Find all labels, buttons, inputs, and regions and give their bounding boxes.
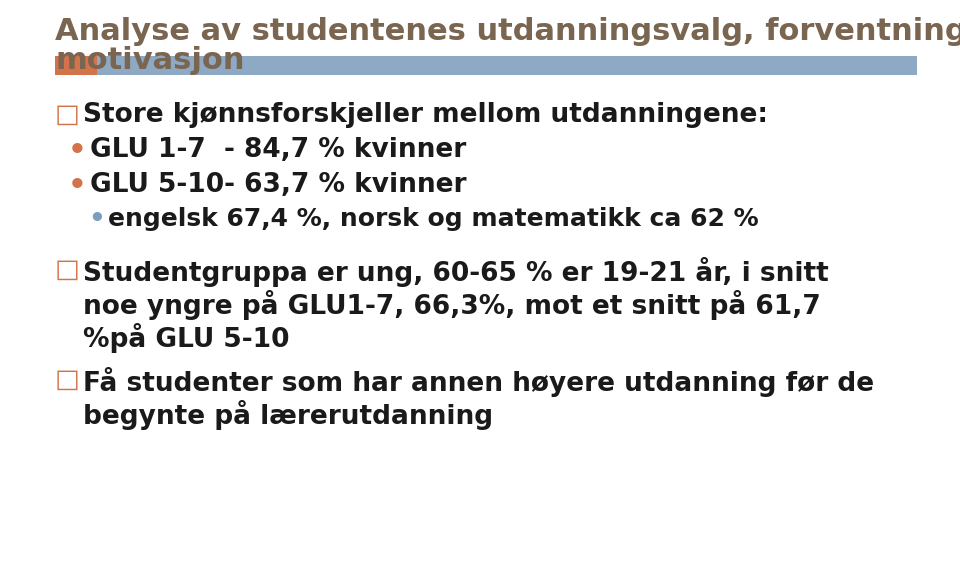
Text: noe yngre på GLU1-7, 66,3%, mot et snitt på 61,7: noe yngre på GLU1-7, 66,3%, mot et snitt… — [83, 290, 821, 320]
Text: GLU 5-10- 63,7 % kvinner: GLU 5-10- 63,7 % kvinner — [90, 172, 467, 198]
Text: Analyse av studentenes utdanningsvalg, forventninger og: Analyse av studentenes utdanningsvalg, f… — [55, 17, 960, 46]
Text: Store kjønnsforskjeller mellom utdanningene:: Store kjønnsforskjeller mellom utdanning… — [83, 102, 768, 128]
Text: Studentgruppa er ung, 60-65 % er 19-21 år, i snitt: Studentgruppa er ung, 60-65 % er 19-21 å… — [83, 257, 828, 287]
Text: GLU 1-7  - 84,7 % kvinner: GLU 1-7 - 84,7 % kvinner — [90, 137, 467, 163]
Text: □: □ — [55, 257, 80, 283]
Text: engelsk 67,4 %, norsk og matematikk ca 62 %: engelsk 67,4 %, norsk og matematikk ca 6… — [108, 207, 758, 231]
Text: Få studenter som har annen høyere utdanning før de: Få studenter som har annen høyere utdann… — [83, 367, 875, 397]
Text: □: □ — [55, 367, 80, 393]
Bar — [97, 56, 917, 75]
Text: •: • — [68, 172, 86, 200]
Text: %på GLU 5-10: %på GLU 5-10 — [83, 323, 290, 353]
Text: □: □ — [55, 102, 80, 128]
Bar — [55, 56, 97, 75]
Text: motivasjon: motivasjon — [55, 46, 245, 75]
Text: begynte på lærerutdanning: begynte på lærerutdanning — [83, 400, 493, 430]
Text: •: • — [88, 207, 105, 233]
Text: •: • — [68, 137, 86, 165]
